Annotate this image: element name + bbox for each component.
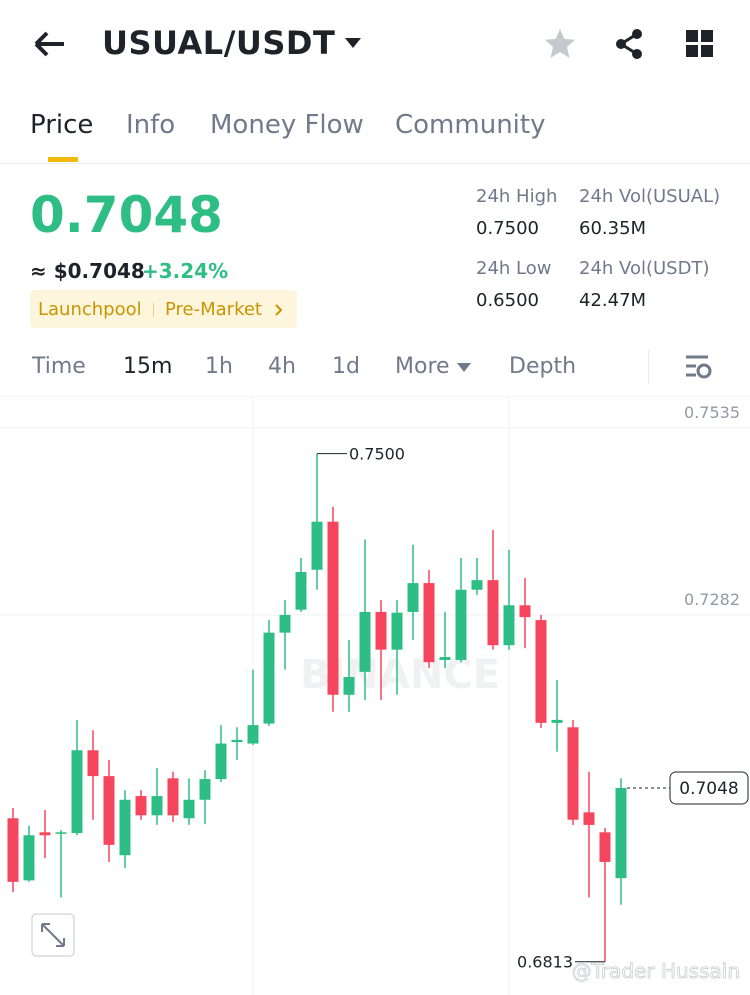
candle-body xyxy=(439,657,451,661)
grid-square xyxy=(701,45,713,57)
timeframe[interactable]: Time xyxy=(32,354,86,379)
timeframe[interactable]: 1d xyxy=(332,354,360,379)
candle-body xyxy=(423,583,435,663)
stat-label: 24h High xyxy=(476,186,558,207)
candle-body xyxy=(599,832,611,862)
grid-square xyxy=(686,45,698,57)
tag[interactable]: Pre-Market xyxy=(165,299,262,320)
stat-value: 0.6500 xyxy=(476,290,539,311)
stat-label: 24h Low xyxy=(476,258,552,279)
timeframe[interactable]: 1h xyxy=(205,354,233,379)
settings-lines xyxy=(686,355,708,377)
tag-box xyxy=(30,290,297,328)
candle-body xyxy=(119,799,131,856)
dropdown-triangle xyxy=(345,38,361,48)
candle-body xyxy=(39,832,51,836)
candle-body xyxy=(503,605,515,646)
candle-body xyxy=(327,521,339,695)
candle-body xyxy=(311,521,323,570)
candle-body xyxy=(519,605,531,618)
timeframe[interactable]: Depth xyxy=(509,354,577,379)
tag-chevron xyxy=(275,304,283,316)
candle-body xyxy=(343,677,355,695)
divider xyxy=(648,350,649,384)
chevron xyxy=(275,304,283,316)
caret xyxy=(457,363,471,372)
settings-icon[interactable] xyxy=(684,354,714,380)
candle-body xyxy=(535,620,547,723)
tag[interactable]: Launchpool xyxy=(38,299,142,320)
candle-body xyxy=(375,611,387,650)
candle-body xyxy=(407,583,419,612)
low-label: 0.6813 xyxy=(517,953,573,972)
stat-label: 24h Vol(USUAL) xyxy=(579,186,721,207)
back-icon[interactable] xyxy=(30,26,70,62)
candle-body xyxy=(23,835,35,881)
candle-body xyxy=(247,725,259,744)
stat-value: 0.7500 xyxy=(476,218,539,239)
expand-icon xyxy=(41,923,65,947)
grid-square xyxy=(686,30,698,42)
tab[interactable]: Info xyxy=(126,110,176,140)
pair-title[interactable]: USUAL/USDT xyxy=(102,24,336,62)
usd-price: ≈ $0.7048 xyxy=(30,259,145,283)
candle-body xyxy=(199,779,211,800)
timeframe[interactable]: 4h xyxy=(268,354,296,379)
timeframe[interactable]: 15m xyxy=(123,354,173,379)
candle-body xyxy=(279,614,291,633)
candle-body xyxy=(55,832,67,834)
tab[interactable]: Money Flow xyxy=(210,110,364,140)
stat-label: 24h Vol(USDT) xyxy=(579,258,710,279)
settings-gear xyxy=(696,363,712,379)
candle-body xyxy=(263,632,275,724)
candle-body xyxy=(183,799,195,819)
dropdown-icon[interactable] xyxy=(344,36,362,50)
credit: @Trader Hussain xyxy=(572,959,740,983)
candle-body xyxy=(455,589,467,661)
candle-body xyxy=(391,612,403,650)
tab-indicator xyxy=(48,157,78,162)
share-lines xyxy=(618,32,638,56)
stat-value: 60.35M xyxy=(579,218,647,239)
more-caret xyxy=(457,363,471,372)
grid-square xyxy=(701,30,713,42)
price-change: +3.24% xyxy=(142,259,229,283)
candle-body xyxy=(151,796,163,816)
candle-body xyxy=(551,719,563,723)
last-price: 0.7048 xyxy=(30,186,223,244)
stat-value: 42.47M xyxy=(579,290,647,311)
y-tick-label: 0.7535 xyxy=(684,403,740,422)
candle-body xyxy=(583,812,595,825)
star xyxy=(545,29,575,58)
tab[interactable]: Community xyxy=(395,110,546,140)
candle-body xyxy=(471,580,483,590)
y-tick-label: 0.7282 xyxy=(684,590,740,609)
candle-body xyxy=(135,796,147,816)
tag-divider xyxy=(153,303,154,317)
candle-body xyxy=(71,750,83,834)
current-price-label: 0.7048 xyxy=(679,779,738,799)
share-icon[interactable] xyxy=(612,26,648,62)
candle-body xyxy=(87,750,99,777)
candle-body xyxy=(615,787,627,879)
candle-body xyxy=(487,580,499,646)
candle-body xyxy=(231,739,243,743)
candle-body xyxy=(103,776,115,845)
grid-icon[interactable] xyxy=(686,30,714,58)
high-label: 0.7500 xyxy=(349,445,405,464)
candle-body xyxy=(567,727,579,820)
back-arrow xyxy=(34,31,64,57)
separator xyxy=(0,163,750,164)
favorite-icon[interactable] xyxy=(542,26,578,62)
candle-body xyxy=(7,818,19,882)
tab[interactable]: Price xyxy=(30,110,94,140)
candle-body xyxy=(167,778,179,816)
candlestick-chart: BINANCE 0.75350.72820.75000.68130.7048@T… xyxy=(0,396,750,995)
candle-body xyxy=(215,743,227,780)
candle-body xyxy=(295,572,307,610)
timeframe[interactable]: More xyxy=(395,354,450,379)
candle-body xyxy=(359,611,371,672)
current-price-box xyxy=(669,771,749,805)
